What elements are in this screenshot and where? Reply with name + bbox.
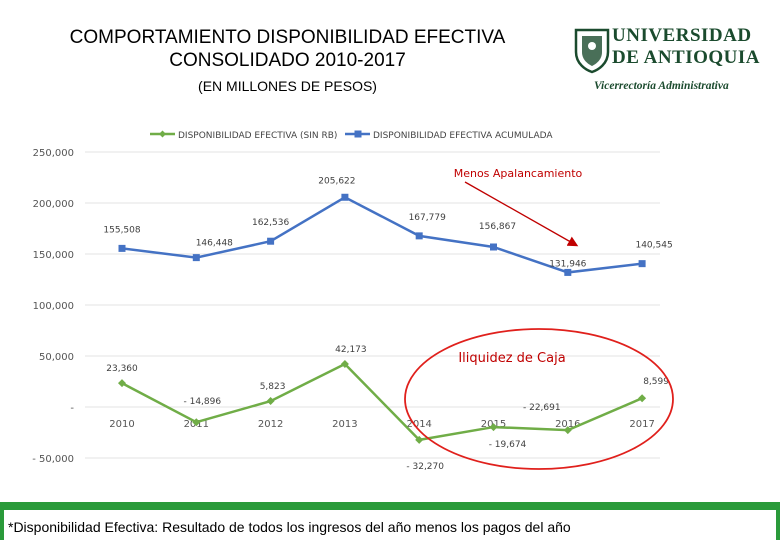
annotation-iliquidez: Iliquidez de Caja xyxy=(458,351,565,366)
data-point xyxy=(415,435,424,444)
data-point xyxy=(118,244,126,252)
logo-line-1: UNIVERSIDAD xyxy=(612,25,752,46)
annotation-apalancamiento: Menos Apalancamiento xyxy=(454,167,583,180)
y-tick-label: 100,000 xyxy=(33,301,74,312)
chart-subtitle: (EN MILLONES DE PESOS) xyxy=(198,78,377,94)
shield-icon xyxy=(574,28,610,74)
data-point xyxy=(266,397,275,406)
annotation-ellipse xyxy=(404,328,674,470)
data-point xyxy=(489,423,498,432)
y-tick-label: 150,000 xyxy=(33,250,74,261)
data-point xyxy=(563,426,572,435)
data-point xyxy=(192,418,201,427)
logo-line-2: DE ANTIOQUIA xyxy=(612,47,760,68)
data-label: - 19,674 xyxy=(489,440,527,450)
data-label: - 22,691 xyxy=(523,403,561,413)
chart-title: COMPORTAMIENTO DISPONIBILIDAD EFECTIVA C… xyxy=(69,27,506,71)
y-tick-label: 50,000 xyxy=(39,352,74,363)
data-point xyxy=(118,379,126,388)
data-label: - 14,896 xyxy=(183,397,221,407)
data-label: 162,536 xyxy=(252,218,289,228)
logo-line-3: Vicerrectoría Administrativa xyxy=(594,80,729,92)
data-label: 146,448 xyxy=(196,239,233,249)
x-tick-label: 2012 xyxy=(258,419,283,430)
data-label: 205,622 xyxy=(318,176,355,186)
x-tick-label: 2013 xyxy=(332,419,357,430)
data-label: 8,599 xyxy=(643,377,669,387)
university-logo: UNIVERSIDAD DE ANTIOQUIA Vicerrectoría A… xyxy=(570,18,770,98)
x-tick-label: 2014 xyxy=(406,419,431,430)
data-label: 140,545 xyxy=(635,241,672,251)
data-point xyxy=(341,193,349,201)
data-point xyxy=(192,254,200,262)
data-label: 42,173 xyxy=(335,345,367,355)
legend-series-1: DISPONIBILIDAD EFECTIVA (SIN RB) xyxy=(178,131,337,141)
data-point xyxy=(564,268,572,276)
data-point xyxy=(340,359,349,368)
gridlines xyxy=(85,151,660,459)
data-label: 23,360 xyxy=(106,364,138,374)
data-point xyxy=(267,237,275,245)
data-labels: 23,360 - 14,896 5,823 42,173 - 32,270 - 19,67… xyxy=(103,176,672,472)
data-point xyxy=(638,394,647,403)
data-point xyxy=(490,243,497,251)
legend-series-2: DISPONIBILIDAD EFECTIVA ACUMULADA xyxy=(373,131,553,141)
y-tick-label: - 50,000 xyxy=(32,454,74,465)
data-label: 5,823 xyxy=(260,382,286,392)
x-tick-label: 2016 xyxy=(555,419,580,430)
annotation-arrow xyxy=(464,181,579,247)
data-label: 156,867 xyxy=(479,222,516,232)
data-label: 155,508 xyxy=(103,225,140,235)
data-label: - 32,270 xyxy=(406,462,444,472)
series-line-2 xyxy=(121,195,643,274)
y-tick-label: 200,000 xyxy=(33,199,74,210)
legend: DISPONIBILIDAD EFECTIVA (SIN RB) DISPONI… xyxy=(150,130,553,141)
y-tick-label: 250,000 xyxy=(33,148,74,159)
y-axis-ticks: 250,000 200,000 150,000 100,000 50,000 - - 50,… xyxy=(32,148,74,465)
y-tick-label: - xyxy=(70,403,74,414)
series-line-1 xyxy=(121,362,643,442)
series-layer xyxy=(118,193,647,444)
x-tick-label: 2017 xyxy=(629,419,654,430)
x-tick-label: 2010 xyxy=(109,419,134,430)
data-point xyxy=(415,232,423,240)
data-label: 131,946 xyxy=(549,259,586,269)
data-label: 167,779 xyxy=(409,213,446,223)
footnote: *Disponibilidad Efectiva: Resultado de t… xyxy=(8,519,571,535)
data-point xyxy=(638,260,646,268)
footer-bar: *Disponibilidad Efectiva: Resultado de t… xyxy=(0,502,780,540)
